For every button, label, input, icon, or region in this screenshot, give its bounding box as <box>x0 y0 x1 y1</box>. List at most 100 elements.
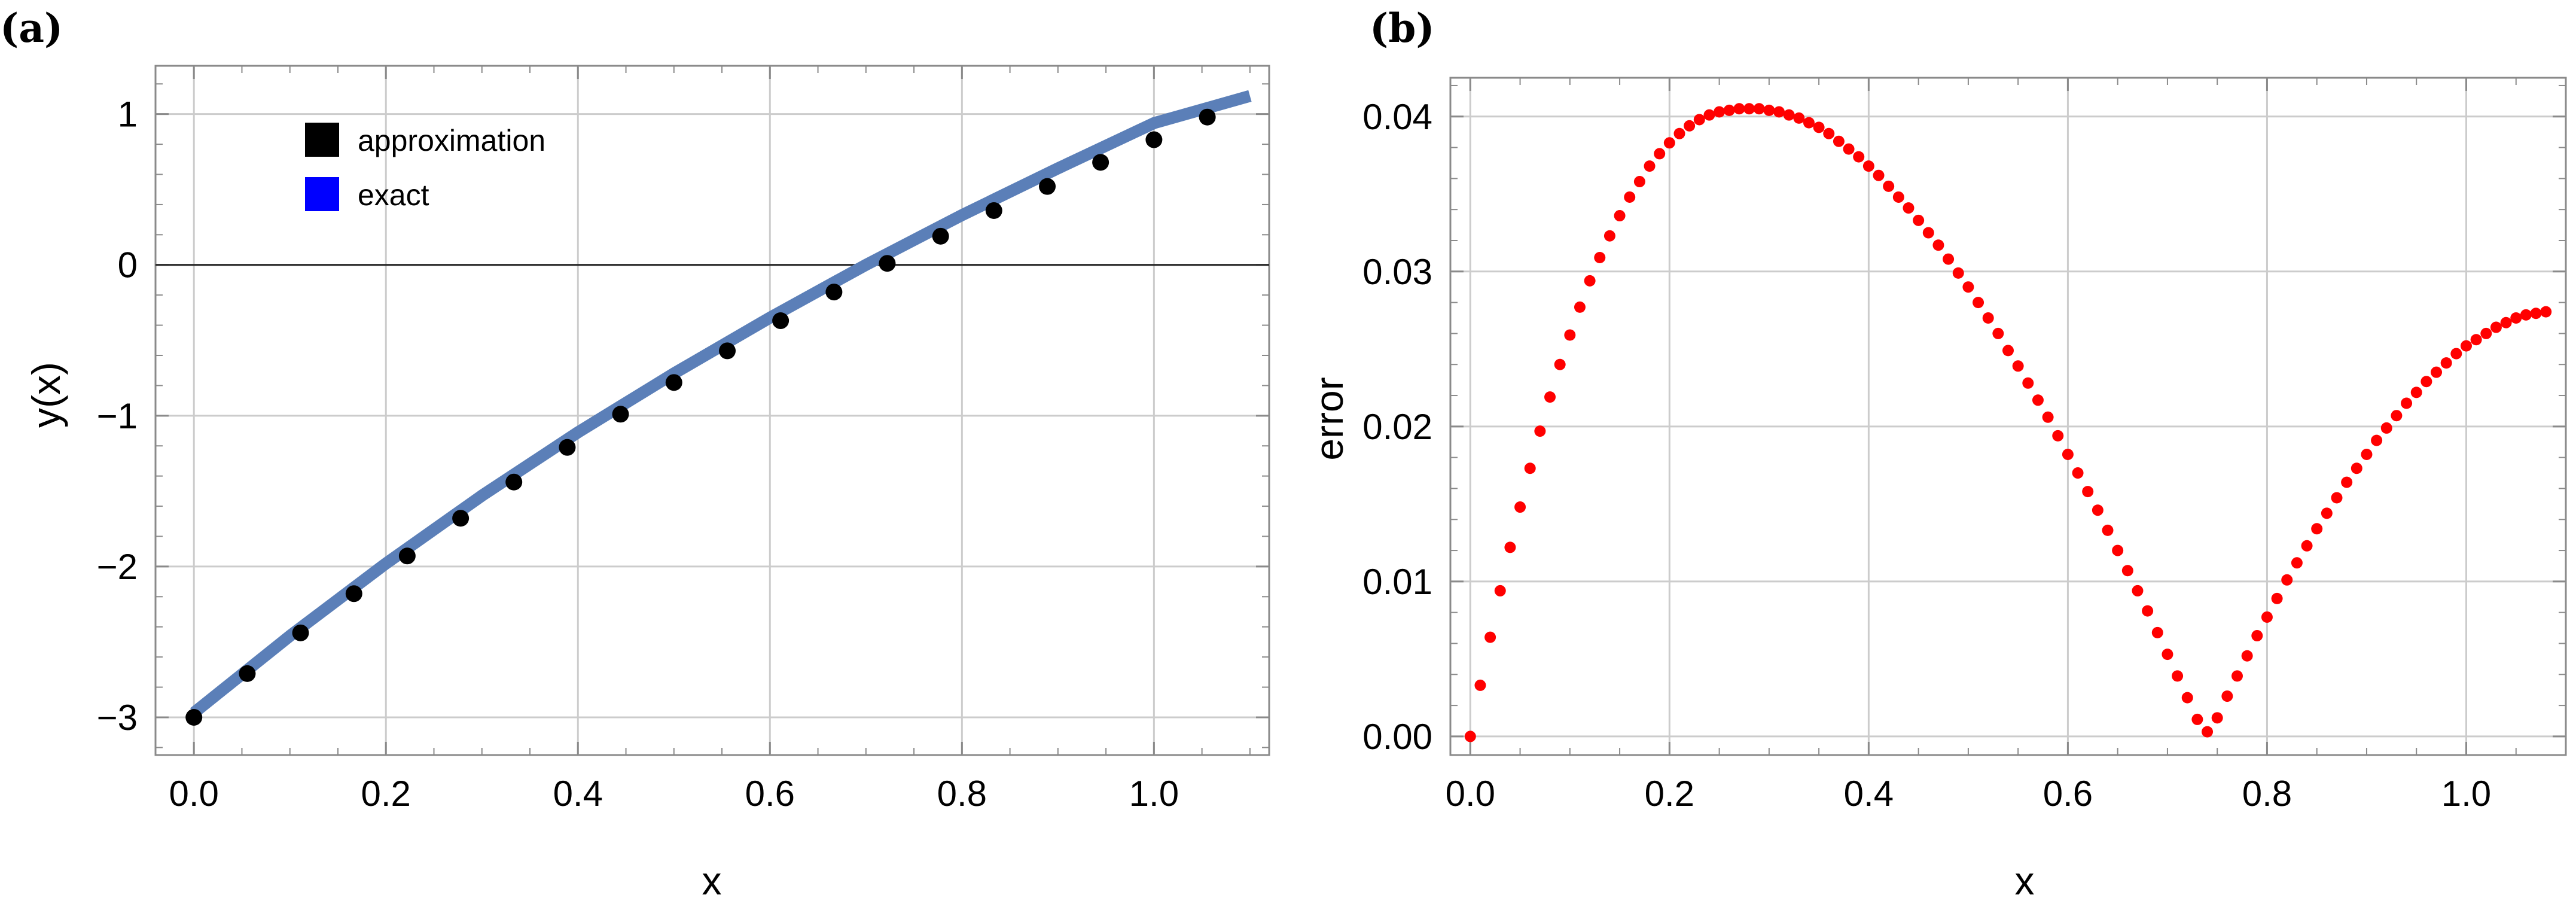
data-point-error <box>1474 679 1486 691</box>
plot-b-ylabel: error <box>1307 377 1351 460</box>
plot-a-y-tick-label: −1 <box>97 396 138 436</box>
plot-b-x-tick-label: 0.0 <box>1446 774 1495 814</box>
data-point-error <box>2291 557 2303 569</box>
plot-b-xlabel: x <box>2015 859 2035 903</box>
plot-a-x-tick-label: 1.0 <box>1129 774 1179 814</box>
data-point-approximation <box>879 255 896 272</box>
data-point-error <box>1614 210 1626 222</box>
data-point-error <box>1992 327 2004 339</box>
plot-a-y-tick-label: −3 <box>97 698 138 738</box>
data-point-error <box>1833 135 1845 147</box>
data-point-error <box>1793 112 1805 124</box>
data-point-error <box>1903 202 1915 214</box>
data-point-error <box>2351 462 2362 474</box>
data-point-error <box>2331 492 2343 504</box>
data-point-error <box>2530 308 2542 319</box>
data-point-error <box>1952 267 1964 279</box>
data-point-error <box>2142 605 2154 617</box>
plot-b-x-tick-label: 0.4 <box>1844 774 1894 814</box>
data-point-error <box>1763 104 1775 116</box>
data-point-error <box>1654 148 1666 160</box>
data-point-error <box>2540 306 2552 318</box>
data-point-error <box>1644 160 1656 172</box>
data-point-error <box>2410 386 2422 398</box>
data-point-error <box>1823 127 1835 139</box>
legend-swatch-approximation <box>305 123 339 157</box>
data-point-error <box>2500 316 2512 328</box>
data-point-error <box>2431 366 2443 378</box>
data-point-approximation <box>665 374 682 391</box>
data-point-error <box>2231 670 2243 682</box>
data-point-error <box>2361 448 2373 460</box>
data-point-error <box>1973 297 1984 309</box>
data-point-error <box>1753 103 1765 115</box>
data-point-approximation <box>612 406 629 423</box>
data-point-error <box>1873 169 1885 181</box>
plot-b-x-tick-label: 0.2 <box>1645 774 1694 814</box>
plot-a-ylabel: y(x) <box>24 362 68 428</box>
plot-a-x-tick-label: 0.0 <box>169 774 218 814</box>
data-point-error <box>2202 726 2214 738</box>
data-point-approximation <box>559 439 576 456</box>
series-line-exact <box>190 90 1252 718</box>
data-point-error <box>1464 731 1476 742</box>
data-point-error <box>1663 137 1675 149</box>
data-point-error <box>2012 360 2024 372</box>
data-point-error <box>1922 227 1934 239</box>
plot-b-x-tick-label: 1.0 <box>2441 774 2491 814</box>
data-point-approximation <box>719 342 736 360</box>
plot-b: 0.0 0.2 0.4 0.6 0.8 1.0 0.00 0.01 0.02 0.03 0.04 <box>1362 77 2567 814</box>
data-point-error <box>1703 109 1715 121</box>
data-point-error <box>1913 214 1925 226</box>
data-point-error <box>2520 309 2532 321</box>
legend-label-approximation: approximation <box>358 124 545 157</box>
data-point-error <box>2112 544 2124 556</box>
data-point-error <box>2002 345 2014 357</box>
data-point-error <box>2092 504 2104 516</box>
data-point-approximation <box>825 284 843 301</box>
plot-a-y-tick-label: −2 <box>97 547 138 587</box>
data-point-error <box>1514 501 1526 513</box>
data-point-error <box>2450 348 2462 360</box>
data-point-approximation <box>932 227 949 245</box>
data-point-error <box>2121 565 2133 577</box>
data-point-error <box>2301 540 2313 552</box>
data-point-error <box>2072 467 2084 479</box>
data-point-approximation <box>1039 178 1056 195</box>
plot-b-frame <box>1449 77 2567 756</box>
data-point-error <box>2490 321 2502 333</box>
data-point-error <box>1773 106 1785 118</box>
data-point-error <box>1633 176 1645 188</box>
data-point-error <box>2082 486 2094 498</box>
data-point-error <box>2480 327 2492 339</box>
data-point-approximation <box>452 510 470 527</box>
plot-b-y-tick-label: 0.00 <box>1362 717 1432 757</box>
data-point-error <box>2052 430 2064 442</box>
data-point-error <box>2271 592 2283 604</box>
data-point-error <box>1714 106 1726 118</box>
data-point-error <box>2211 712 2223 724</box>
data-point-error <box>2102 524 2114 536</box>
plot-a-frame <box>154 65 1270 756</box>
data-point-error <box>1534 425 1546 437</box>
plot-b-y-tick-label: 0.01 <box>1362 562 1432 602</box>
data-point-error <box>1564 329 1576 341</box>
plot-a-x-tick-label: 0.6 <box>745 774 795 814</box>
data-point-error <box>2172 670 2184 682</box>
data-point-error <box>1862 160 1874 172</box>
data-point-error <box>2391 410 2403 422</box>
plot-a-y-tick-label: 0 <box>118 245 138 285</box>
data-point-error <box>1693 114 1705 126</box>
data-point-error <box>1743 103 1755 115</box>
data-point-error <box>1733 103 1745 115</box>
data-point-error <box>1584 275 1596 287</box>
data-point-approximation <box>772 312 789 330</box>
data-point-error <box>1524 462 1536 474</box>
data-point-error <box>2440 357 2452 369</box>
data-point-error <box>2401 397 2413 409</box>
plot-b-y-tick-label: 0.02 <box>1362 407 1432 447</box>
data-point-error <box>1843 143 1855 155</box>
data-point-error <box>1962 281 1974 293</box>
legend: approximation exact <box>305 123 545 212</box>
data-point-error <box>1684 120 1696 132</box>
